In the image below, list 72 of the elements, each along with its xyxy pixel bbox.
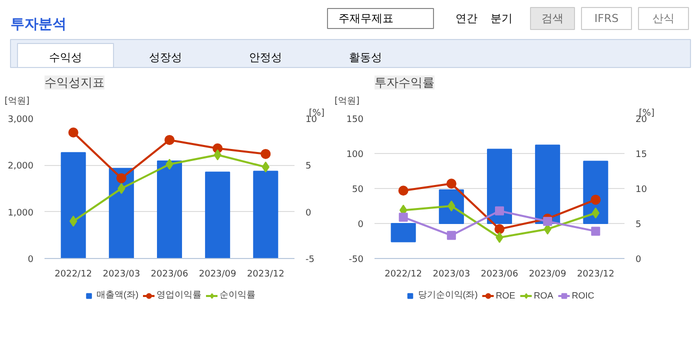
y-axis-title: [억원] (4, 96, 30, 106)
y-tick-label: 0 (358, 220, 364, 230)
x-tick-label: 2023/09 (528, 270, 567, 280)
bar (486, 148, 512, 224)
legend-label: ROIC (572, 290, 594, 300)
text: 산식 (652, 12, 674, 25)
y2-tick-label: 0 (306, 208, 312, 218)
text: 성장성 (149, 51, 182, 64)
point (446, 230, 456, 240)
y-tick-label: 100 (346, 150, 364, 160)
legend-label: 순이익률 (220, 288, 256, 302)
text: 분기 (490, 12, 512, 25)
point (446, 178, 456, 189)
bar (108, 168, 134, 258)
y-tick-label: 3,000 (8, 115, 34, 125)
y2-tick-label: 15 (636, 150, 647, 160)
x-tick-label: 2023/06 (150, 270, 188, 280)
y-tick-label: -50 (348, 255, 364, 265)
x-tick-label: 2023/09 (198, 270, 237, 280)
y-tick-label: 50 (352, 185, 364, 195)
legend-label: ROA (534, 290, 554, 300)
y2-tick-label: 5 (636, 220, 642, 230)
bar (390, 223, 416, 242)
legend-label: 매출액(좌) (96, 288, 138, 302)
point (543, 216, 552, 226)
text: 수익성 (49, 51, 82, 64)
point (494, 224, 504, 234)
y2-tick-label: 0 (636, 255, 642, 265)
chart-title: 수익성지표 (44, 76, 104, 90)
point (68, 128, 78, 138)
y-tick-label: 0 (28, 255, 34, 265)
bar (253, 170, 278, 258)
x-tick-label: 2023/03 (102, 270, 140, 280)
y2-tick-label: 10 (636, 185, 648, 195)
legend-label: ROE (496, 290, 516, 300)
y-tick-label: 150 (346, 115, 364, 125)
text: IFRS (594, 12, 619, 25)
text: 활동성 (349, 51, 382, 64)
bar (156, 160, 182, 258)
point (590, 194, 601, 205)
x-tick-label: 2022/12 (54, 270, 92, 280)
point (398, 212, 408, 222)
x-tick-label: 2022/12 (384, 270, 422, 280)
bar (60, 152, 86, 258)
text: 검색 (542, 12, 564, 25)
point (495, 206, 504, 216)
y-axis-title: [억원] (334, 96, 360, 106)
point (591, 226, 600, 236)
point (592, 208, 600, 218)
y2-tick-label: 5 (306, 162, 312, 172)
text: 투자분석 (10, 16, 66, 32)
text: 안정성 (249, 51, 282, 64)
x-tick-label: 2023/03 (432, 270, 470, 280)
point (260, 148, 271, 159)
point (118, 183, 126, 194)
point (398, 186, 408, 196)
text: 주재무제표 (338, 12, 394, 25)
text: 연간 (456, 12, 478, 25)
legend-label: 영업이익률 (156, 288, 202, 302)
x-tick-label: 2023/06 (480, 270, 518, 280)
legend-label: 당기순이익(좌) (418, 288, 478, 302)
point (116, 173, 126, 184)
x-tick-label: 2023/12 (246, 270, 284, 280)
y2-tick-label: -5 (306, 255, 314, 265)
x-tick-label: 2023/12 (576, 270, 614, 280)
bar (535, 144, 560, 224)
point (496, 232, 504, 243)
y-tick-label: 1,000 (8, 208, 34, 218)
bar (205, 172, 230, 258)
y-tick-label: 2,000 (8, 162, 34, 172)
chart-title: 투자수익률 (374, 76, 434, 90)
point (164, 134, 174, 145)
